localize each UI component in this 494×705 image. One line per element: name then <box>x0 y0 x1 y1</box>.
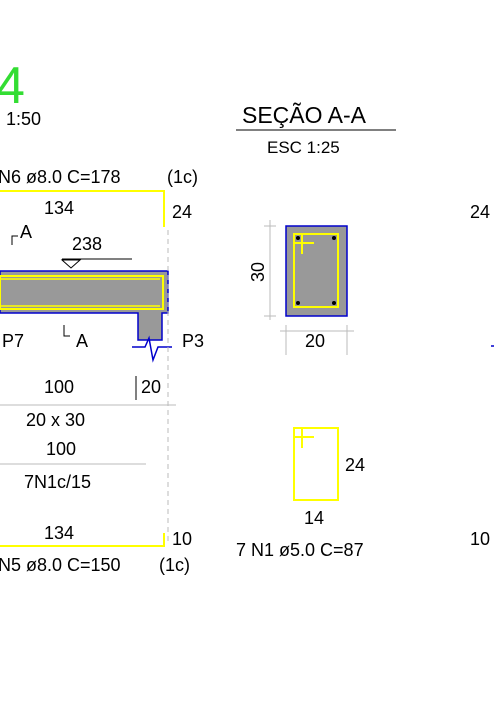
next-detail-top-hook: 24 <box>470 202 490 222</box>
beam-section: 20 x 30 <box>26 410 85 430</box>
section-concrete <box>285 225 348 317</box>
stirrup-shape <box>293 427 339 501</box>
stirrup-hook: 24 <box>345 455 365 475</box>
section-title: SEÇÃO A-A <box>242 102 367 128</box>
top-bar-callout: N6 ø8.0 C=178 <box>0 167 121 187</box>
bottom-bar-length: 134 <box>44 523 74 543</box>
section-scale: ESC 1:25 <box>267 138 340 157</box>
rebar-dot-br <box>332 301 336 305</box>
rebar-dot-tl <box>296 236 300 240</box>
section-stirrup <box>293 233 339 308</box>
level-triangle <box>60 259 82 269</box>
top-bar-layer: (1c) <box>167 167 198 187</box>
rebar-dot-tr <box>332 236 336 240</box>
left-support: P7 <box>2 331 24 351</box>
level-mark: 238 <box>72 234 102 254</box>
beam-label: 4 <box>0 57 25 115</box>
section-marker-top-symbol <box>11 235 18 245</box>
top-bar-length: 134 <box>44 198 74 218</box>
bottom-bar-layer: (1c) <box>159 555 190 575</box>
beam-rebar-outline <box>0 275 164 310</box>
stirrup-zone-length: 100 <box>46 439 76 459</box>
rebar-dot-bl <box>296 301 300 305</box>
section-width: 20 <box>305 331 325 351</box>
next-detail-bottom-hook: 10 <box>470 529 490 549</box>
support-width: 20 <box>141 377 161 397</box>
top-bar-hook: 24 <box>172 202 192 222</box>
bottom-bar-shape <box>0 533 165 547</box>
bottom-bar-callout: N5 ø8.0 C=150 <box>0 555 121 575</box>
stirrup-spacing: 7N1c/15 <box>24 472 91 492</box>
section-marker-bottom-symbol <box>63 325 70 337</box>
bottom-bar-hook: 10 <box>172 529 192 549</box>
section-height: 30 <box>248 262 268 282</box>
break-line <box>132 335 172 363</box>
section-marker-top: A <box>20 222 32 242</box>
section-marker-bottom: A <box>76 331 88 351</box>
span-length: 100 <box>44 377 74 397</box>
top-bar-shape <box>0 190 165 227</box>
right-support: P3 <box>182 331 204 351</box>
stirrup-width: 14 <box>304 508 324 528</box>
beam-scale: 1:50 <box>6 109 41 129</box>
stirrup-callout: 7 N1 ø5.0 C=87 <box>236 540 364 560</box>
